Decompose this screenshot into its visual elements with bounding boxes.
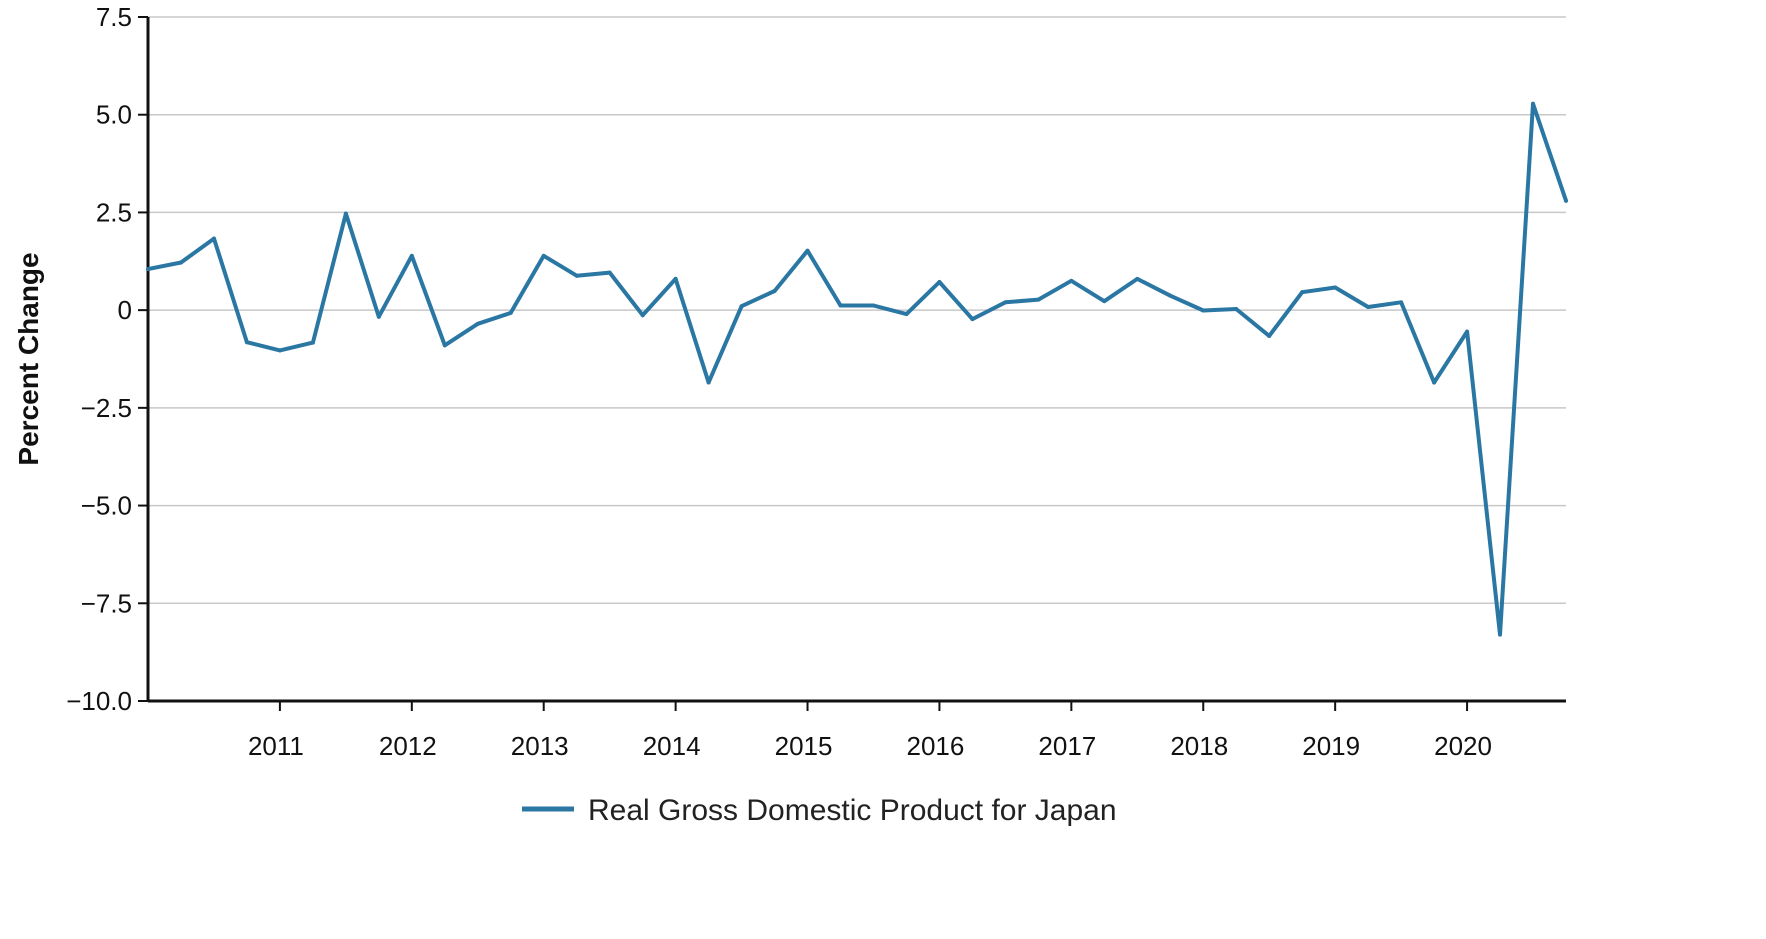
data-point: [970, 317, 975, 322]
x-tick-label: 2017: [1038, 731, 1096, 761]
x-axis-ticks: 2011 2012 2013 2014 2015 2016 2017 2018 2019 2020: [248, 701, 1492, 761]
data-point: [871, 303, 876, 308]
y-axis-label: Percent Change: [13, 252, 44, 465]
data-point: [706, 380, 711, 385]
data-point: [1135, 276, 1140, 281]
data-point: [1234, 306, 1239, 311]
y-tick-label: −2.5: [81, 393, 132, 423]
y-tick-label: −10.0: [66, 686, 132, 716]
data-point: [1366, 305, 1371, 310]
series-line-japan-gdp: [146, 101, 1568, 637]
data-point: [1168, 293, 1173, 298]
data-point: [1300, 290, 1305, 295]
x-tick-label: 2019: [1302, 731, 1360, 761]
y-tick-label: −7.5: [81, 588, 132, 618]
series-points: [146, 101, 1568, 637]
x-tick-label: 2020: [1434, 731, 1492, 761]
data-point: [1399, 300, 1404, 305]
data-point: [1498, 632, 1503, 637]
data-point: [541, 253, 546, 258]
x-tick-label: 2012: [379, 731, 437, 761]
legend: Real Gross Domestic Product for Japan: [522, 794, 1117, 827]
data-point: [673, 276, 678, 281]
data-point: [1036, 297, 1041, 302]
data-point: [146, 267, 150, 272]
data-point: [1069, 278, 1074, 283]
data-point: [1564, 198, 1568, 203]
x-tick-label: 2014: [643, 731, 701, 761]
data-point: [1003, 300, 1008, 305]
y-tick-label: 0: [118, 295, 132, 325]
y-axis-ticks: 7.5 5.0 2.5 0 −2.5 −5.0 −7.5 −10.0: [66, 2, 148, 716]
data-point: [409, 253, 414, 258]
x-tick-label: 2011: [248, 731, 304, 761]
x-tick-label: 2016: [907, 731, 965, 761]
data-point: [244, 340, 249, 345]
data-point: [640, 313, 645, 318]
data-point: [1531, 101, 1536, 106]
data-point: [508, 310, 513, 315]
legend-label: Real Gross Domestic Product for Japan: [588, 794, 1117, 827]
y-tick-label: 5.0: [96, 100, 132, 130]
data-point: [310, 340, 315, 345]
data-point: [376, 314, 381, 319]
x-tick-label: 2015: [775, 731, 833, 761]
data-point: [343, 211, 348, 216]
data-point: [277, 348, 282, 353]
data-point: [1267, 333, 1272, 338]
data-point: [574, 273, 579, 278]
data-point: [442, 343, 447, 348]
y-tick-label: 7.5: [96, 2, 132, 32]
grid-lines: [148, 16, 1566, 605]
data-point: [772, 288, 777, 293]
data-point: [1465, 329, 1470, 334]
data-point: [178, 260, 183, 265]
data-point: [1432, 380, 1437, 385]
data-point: [739, 304, 744, 309]
y-tick-label: 2.5: [96, 197, 132, 227]
data-point: [607, 270, 612, 275]
data-point: [211, 236, 216, 241]
y-tick-label: −5.0: [81, 491, 132, 521]
data-point: [1102, 299, 1107, 304]
data-point: [838, 303, 843, 308]
data-point: [904, 312, 909, 317]
data-point: [937, 280, 942, 285]
data-point: [475, 321, 480, 326]
data-point: [1333, 285, 1338, 290]
data-point: [805, 248, 810, 253]
x-tick-label: 2018: [1170, 731, 1228, 761]
x-tick-label: 2013: [511, 731, 569, 761]
data-point: [1201, 308, 1206, 313]
